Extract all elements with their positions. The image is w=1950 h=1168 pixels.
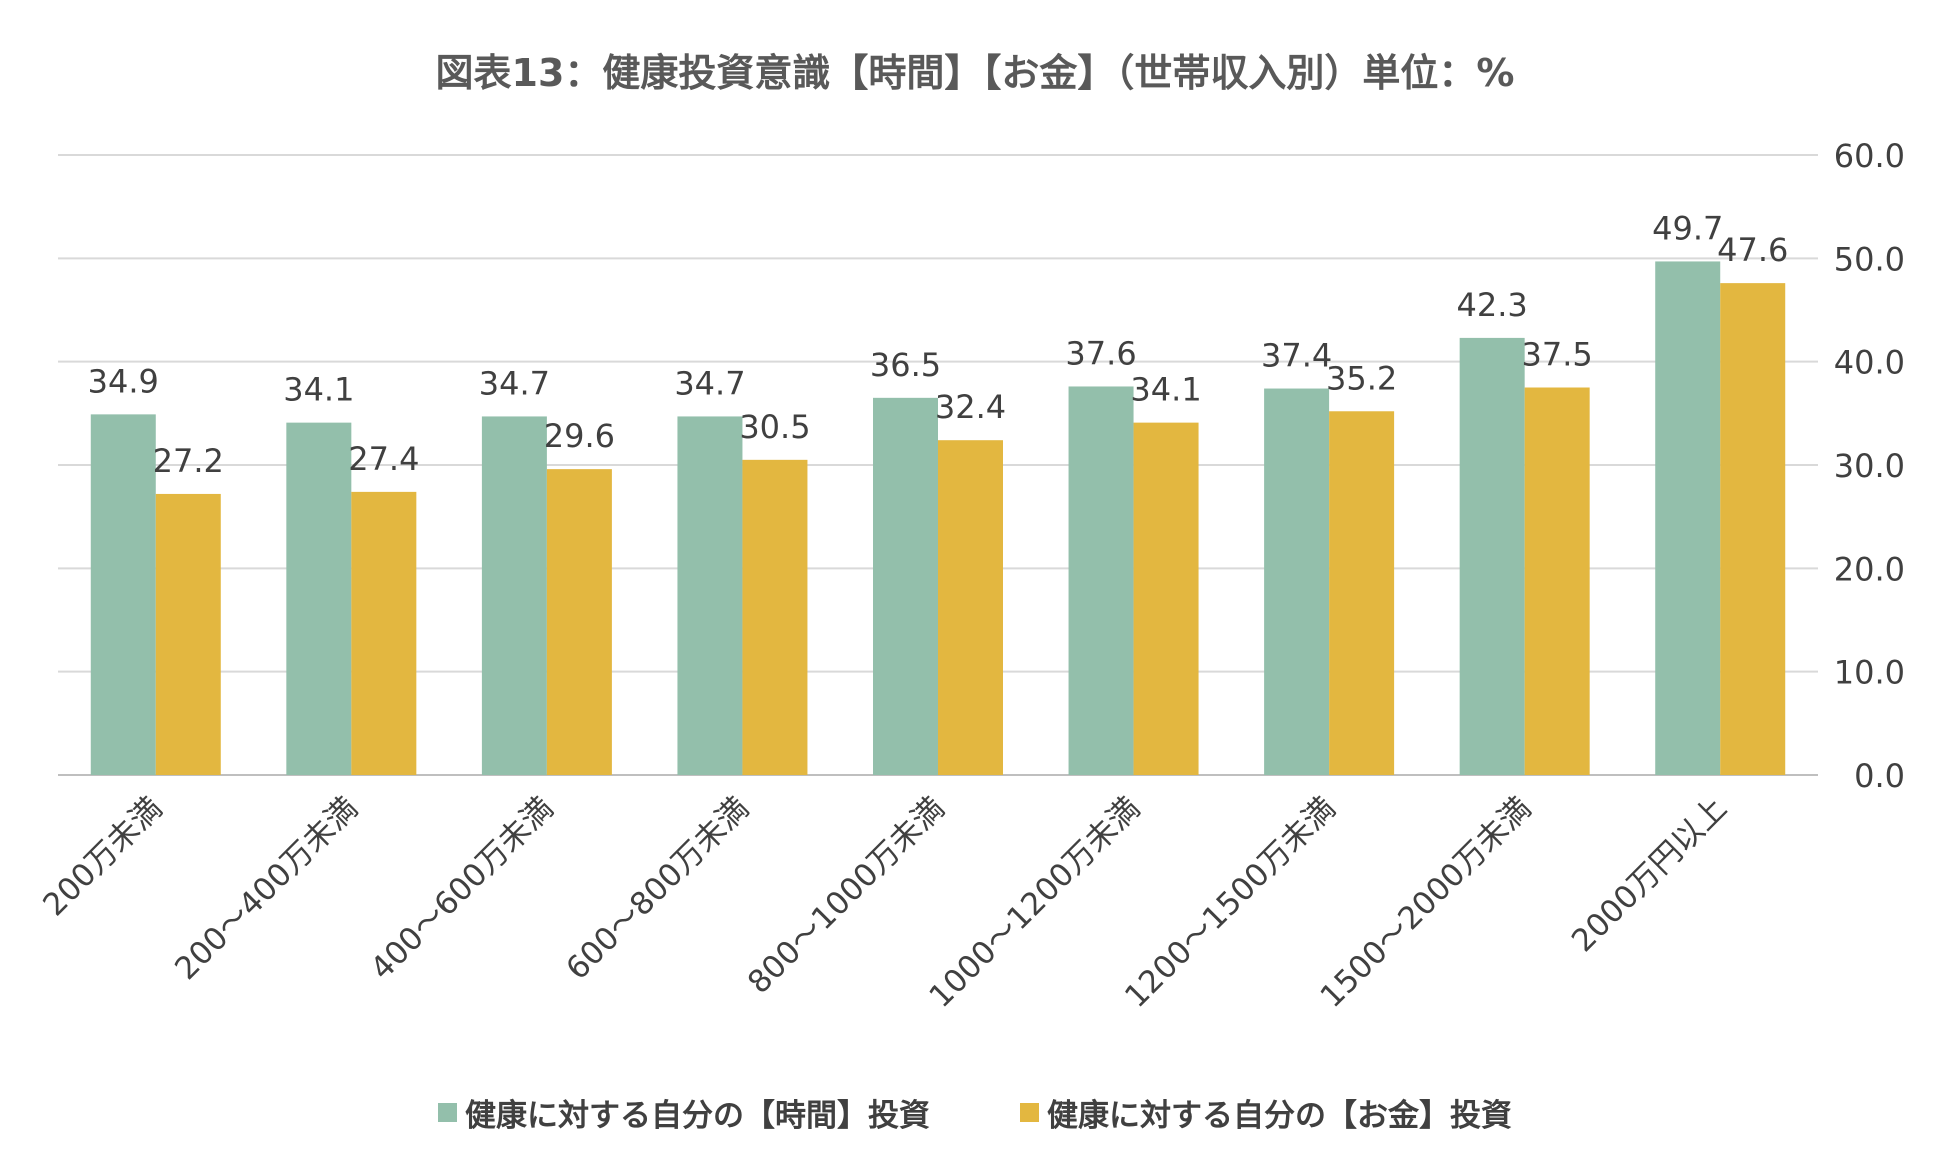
bar	[1720, 283, 1786, 775]
bar	[938, 440, 1003, 775]
legend-label-money: 健康に対する自分の【お金】投資	[1047, 1098, 1512, 1134]
bar	[351, 491, 417, 775]
bar	[1068, 386, 1134, 775]
y-tick-label: 60.0	[1834, 137, 1905, 175]
x-tick-label: 1200～1500万未満	[1118, 790, 1343, 1015]
legend-item-money: 健康に対する自分の【お金】投資	[1020, 1090, 1512, 1135]
data-label: 32.4	[935, 388, 1006, 426]
bar	[1264, 388, 1330, 775]
x-tick-label: 1000～1200万未満	[922, 790, 1147, 1015]
chart-title: 図表13：健康投資意識【時間】【お金】（世帯収入別）単位：%	[435, 51, 1515, 95]
legend: 健康に対する自分の【時間】投資 健康に対する自分の【お金】投資	[0, 1090, 1950, 1135]
data-label: 36.5	[870, 346, 941, 384]
bar	[90, 414, 156, 775]
data-label: 30.5	[739, 408, 810, 446]
x-tick-label: 400～600万未満	[364, 790, 561, 987]
y-tick-label: 0.0	[1854, 757, 1905, 795]
y-tick-label: 30.0	[1834, 447, 1905, 485]
data-label: 47.6	[1717, 231, 1788, 269]
bar	[1459, 337, 1525, 775]
bar	[1329, 411, 1395, 775]
data-label: 37.4	[1261, 337, 1332, 375]
bar	[1133, 422, 1199, 775]
bar	[286, 422, 352, 775]
bar	[546, 469, 612, 775]
data-label: 42.3	[1457, 286, 1528, 324]
bar	[481, 416, 547, 775]
data-label: 34.1	[1130, 371, 1201, 409]
x-tick-label: 200万未満	[36, 790, 169, 923]
bar	[873, 397, 938, 775]
bar	[155, 493, 221, 775]
bar	[1655, 261, 1721, 775]
x-tick-label: 2000万円以上	[1565, 790, 1734, 959]
y-tick-label: 40.0	[1834, 344, 1905, 382]
data-label: 27.2	[153, 442, 224, 480]
data-label: 49.7	[1652, 209, 1723, 247]
data-label: 34.7	[479, 364, 550, 402]
x-tick-label: 600～800万未満	[559, 790, 756, 987]
x-tick-label: 1500～2000万未満	[1314, 790, 1539, 1015]
data-label: 35.2	[1326, 359, 1397, 397]
data-label: 34.1	[283, 371, 354, 409]
bar	[742, 459, 808, 775]
data-label: 37.5	[1522, 336, 1593, 374]
legend-label-time: 健康に対する自分の【時間】投資	[465, 1098, 930, 1134]
data-label: 34.9	[88, 362, 159, 400]
x-tick-label: 200～400万未満	[168, 790, 365, 987]
data-label: 34.7	[674, 364, 745, 402]
legend-swatch-time	[438, 1103, 457, 1122]
y-tick-label: 20.0	[1834, 550, 1905, 588]
data-label: 29.6	[544, 417, 615, 455]
x-tick-label: 800～1000万未満	[741, 790, 952, 1001]
legend-item-time: 健康に対する自分の【時間】投資	[438, 1090, 930, 1135]
data-label: 37.6	[1065, 334, 1136, 372]
bar	[1524, 387, 1590, 775]
y-tick-label: 50.0	[1834, 240, 1905, 278]
y-tick-label: 10.0	[1834, 654, 1905, 692]
data-label: 27.4	[348, 440, 419, 478]
bar	[677, 416, 743, 775]
legend-swatch-money	[1020, 1103, 1039, 1122]
